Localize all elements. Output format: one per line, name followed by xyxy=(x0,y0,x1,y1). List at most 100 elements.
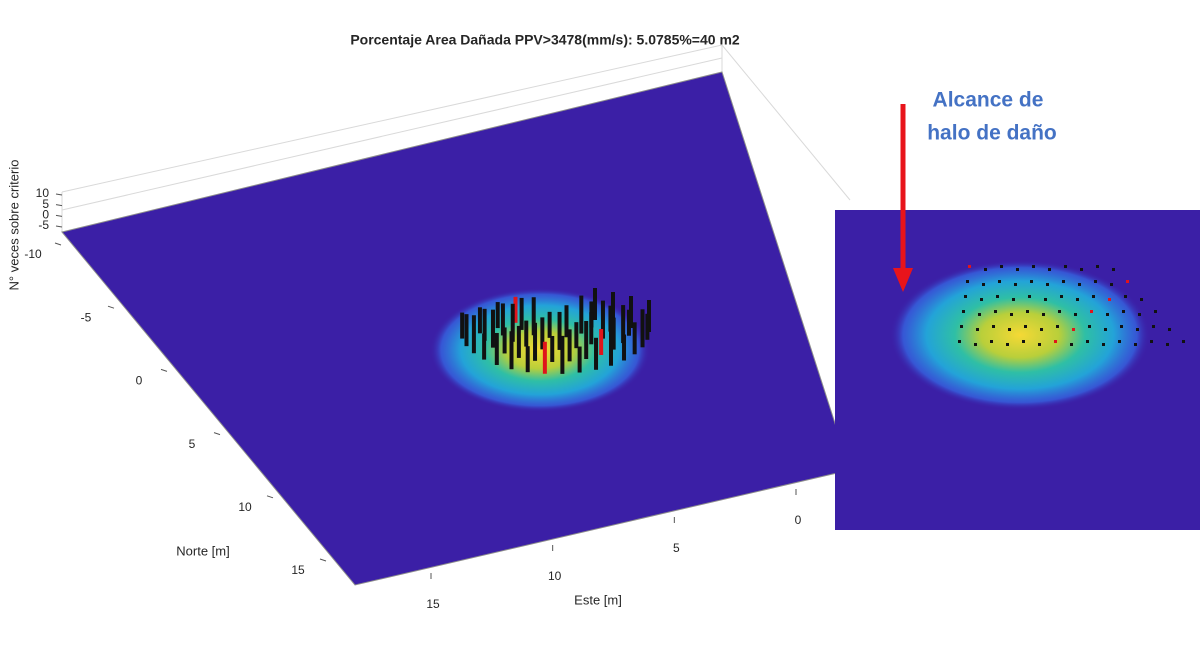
borehole-dot xyxy=(966,280,969,283)
borehole-dot xyxy=(960,325,963,328)
borehole-dot xyxy=(1104,328,1107,331)
borehole-dot xyxy=(1030,280,1033,283)
borehole-dot xyxy=(1048,268,1051,271)
y-tick xyxy=(160,368,168,372)
borehole-dot xyxy=(1108,298,1111,301)
borehole-dot xyxy=(1096,265,1099,268)
borehole-dot xyxy=(1032,265,1035,268)
borehole-dot xyxy=(976,328,979,331)
borehole-dot xyxy=(1090,310,1093,313)
borehole-dot xyxy=(1024,325,1027,328)
z-tick-label: 5 xyxy=(42,197,49,211)
borehole-dot xyxy=(1136,328,1139,331)
borehole-dot xyxy=(1058,310,1061,313)
y-tick xyxy=(107,305,115,309)
borehole-dot xyxy=(958,340,961,343)
x-tick-label: 5 xyxy=(673,541,680,555)
annotation-line: halo de daño xyxy=(927,122,1057,145)
y-tick xyxy=(54,242,62,246)
z-tick-label: 0 xyxy=(42,208,49,222)
borehole-dot xyxy=(1044,298,1047,301)
borehole-dot xyxy=(1120,325,1123,328)
borehole-dot xyxy=(1028,295,1031,298)
borehole-dot xyxy=(1154,310,1157,313)
borehole-dot xyxy=(962,310,965,313)
y-tick-label: 5 xyxy=(189,437,196,451)
borehole-dot xyxy=(1088,325,1091,328)
borehole-dot xyxy=(1042,313,1045,316)
z-tick-label: 10 xyxy=(36,186,50,200)
borehole-dot xyxy=(992,325,995,328)
borehole-dot xyxy=(1014,283,1017,286)
y-tick xyxy=(319,558,327,562)
borehole-dot xyxy=(1110,283,1113,286)
z-tick xyxy=(55,204,63,207)
z-axis-label: N° veces sobre criterio xyxy=(6,160,21,291)
borehole-dot xyxy=(1062,280,1065,283)
borehole-dot xyxy=(1070,343,1073,346)
y-tick-label: -10 xyxy=(24,247,42,261)
borehole-dot xyxy=(980,298,983,301)
inset-halo xyxy=(890,260,1150,410)
borehole-dot xyxy=(1094,280,1097,283)
borehole-dot xyxy=(1016,268,1019,271)
x-axis-label: Este [m] xyxy=(574,592,622,607)
borehole-dot xyxy=(1118,340,1121,343)
y-tick-label: -5 xyxy=(81,310,92,324)
y-tick-label: 0 xyxy=(136,374,143,388)
borehole-dot xyxy=(1152,325,1155,328)
damage-halo xyxy=(430,288,650,412)
x-tick-label: 0 xyxy=(795,513,802,527)
borehole-dot xyxy=(974,343,977,346)
borehole-dot xyxy=(1046,283,1049,286)
borehole-dot xyxy=(1026,310,1029,313)
borehole-dot xyxy=(964,295,967,298)
borehole-dot xyxy=(1126,280,1129,283)
borehole-dot xyxy=(1086,340,1089,343)
borehole-dot xyxy=(1092,295,1095,298)
arrow-head xyxy=(893,268,913,292)
borehole-dot xyxy=(1078,283,1081,286)
borehole-dot xyxy=(1138,313,1141,316)
borehole-dot xyxy=(982,283,985,286)
inset-boreholes xyxy=(958,265,1185,346)
y-axis-label: Norte [m] xyxy=(176,543,229,558)
borehole-dot xyxy=(990,340,993,343)
borehole-dot xyxy=(1076,298,1079,301)
borehole-dot xyxy=(984,268,987,271)
borehole-dot xyxy=(1006,343,1009,346)
borehole-dot xyxy=(1064,265,1067,268)
borehole-dot xyxy=(1060,295,1063,298)
back-walls xyxy=(61,44,851,232)
borehole-bars xyxy=(460,288,651,374)
borehole-dot xyxy=(978,313,981,316)
borehole-dot xyxy=(1134,343,1137,346)
borehole-dot xyxy=(1000,265,1003,268)
borehole-dot xyxy=(1080,268,1083,271)
chart-title: Porcentaje Area Dañada PPV>3478(mm/s): 5… xyxy=(350,32,740,48)
z-tick-label: -5 xyxy=(38,218,49,232)
borehole-dot xyxy=(998,280,1001,283)
y-tick xyxy=(213,432,221,436)
z-tick xyxy=(55,225,63,228)
borehole-dot xyxy=(1056,325,1059,328)
borehole-dot xyxy=(1150,340,1153,343)
borehole-dot xyxy=(1124,295,1127,298)
borehole-dot xyxy=(1140,298,1143,301)
x-tick-label: 15 xyxy=(426,597,440,611)
y-tick-label: 10 xyxy=(238,500,252,514)
borehole-dot xyxy=(1010,313,1013,316)
borehole-dot xyxy=(1012,298,1015,301)
z-tick xyxy=(55,214,63,217)
borehole-dot xyxy=(1166,343,1169,346)
borehole-dot xyxy=(996,295,999,298)
borehole-dot xyxy=(1102,343,1105,346)
annotation-line: Alcance de xyxy=(933,89,1044,112)
x-tick-label: 10 xyxy=(548,569,562,583)
borehole-dot xyxy=(1182,340,1185,343)
borehole-dot xyxy=(1106,313,1109,316)
borehole-dot xyxy=(994,310,997,313)
y-tick-label: 15 xyxy=(291,563,305,577)
borehole-dot xyxy=(968,265,971,268)
y-tick xyxy=(266,495,274,499)
